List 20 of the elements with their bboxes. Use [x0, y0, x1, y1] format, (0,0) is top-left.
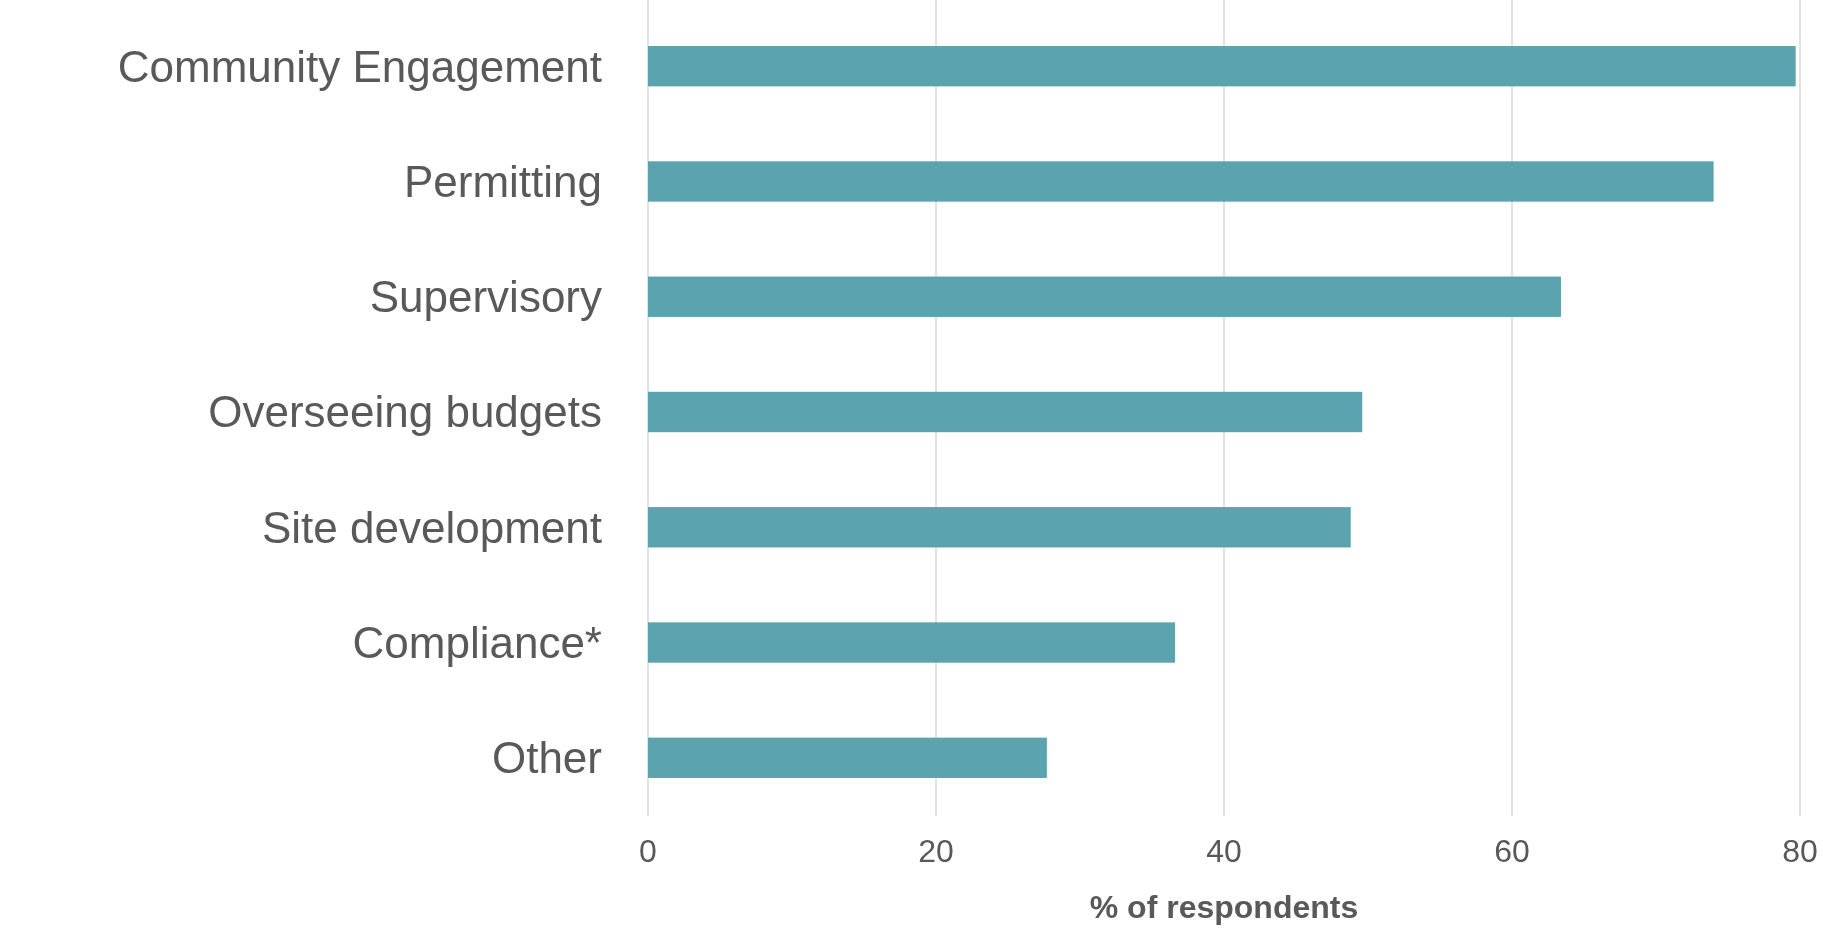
bar	[648, 507, 1351, 548]
y-tick-label: Supervisory	[369, 272, 602, 322]
bar	[648, 622, 1176, 663]
bar	[648, 46, 1796, 87]
bar	[648, 391, 1363, 433]
y-tick-label: Site development	[262, 502, 602, 552]
y-tick-label: Compliance*	[352, 617, 602, 667]
x-tick-label: 20	[918, 833, 954, 869]
y-tick-label: Permitting	[403, 156, 602, 206]
bar	[648, 276, 1561, 317]
x-tick-label: 40	[1206, 833, 1242, 869]
x-tick-label: 60	[1494, 833, 1530, 869]
bar	[648, 737, 1047, 778]
x-tick-label: 80	[1782, 833, 1818, 869]
y-tick-label: Community Engagement	[117, 41, 602, 91]
y-tick-label: Other	[491, 733, 602, 783]
x-tick-label: 0	[639, 833, 657, 869]
bar	[648, 161, 1714, 202]
y-tick-label: Overseeing budgets	[208, 387, 602, 437]
x-axis-title: % of respondents	[1089, 889, 1359, 925]
